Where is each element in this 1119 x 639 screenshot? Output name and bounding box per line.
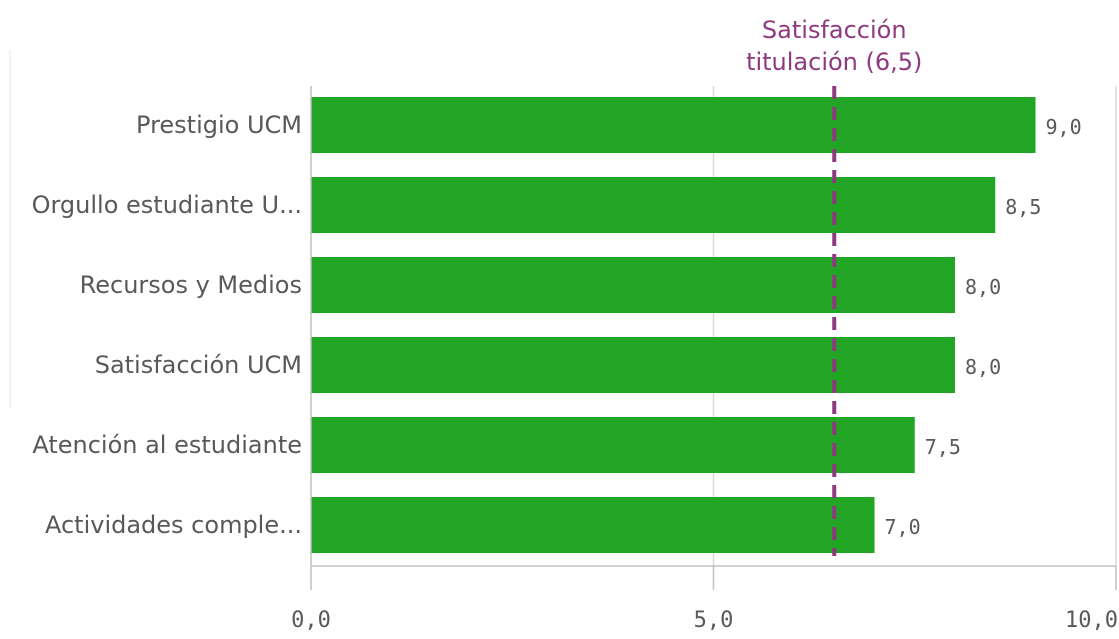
reference-line-group: Satisfacción titulación (6,5) <box>746 16 922 556</box>
value-label: 9,0 <box>1046 115 1082 139</box>
value-labels: 9,0 8,5 8,0 8,0 7,5 7,0 <box>885 115 1082 539</box>
category-label: Recursos y Medios <box>80 271 302 299</box>
value-label: 7,0 <box>885 515 921 539</box>
value-label: 7,5 <box>925 435 961 459</box>
x-axis: 0,0 5,0 10,0 <box>291 86 1118 633</box>
bar[interactable] <box>311 497 875 553</box>
category-label: Satisfacción UCM <box>95 351 302 379</box>
bar[interactable] <box>311 257 955 313</box>
value-label: 8,0 <box>965 355 1001 379</box>
bar[interactable] <box>311 177 996 233</box>
x-tick-label: 10,0 <box>1065 608 1118 633</box>
reference-line-label: Satisfacción <box>762 16 907 44</box>
category-label: Prestigio UCM <box>136 111 302 139</box>
category-label: Actividades comple... <box>45 511 302 539</box>
category-labels: Prestigio UCM Orgullo estudiante U... Recu… <box>32 111 302 539</box>
bar[interactable] <box>311 417 915 473</box>
x-tick-label: 5,0 <box>694 608 734 633</box>
bar[interactable] <box>311 337 955 393</box>
reference-line-label: titulación (6,5) <box>746 48 922 76</box>
value-label: 8,5 <box>1005 195 1041 219</box>
x-tick-label: 0,0 <box>291 608 331 633</box>
category-label: Atención al estudiante <box>32 431 302 459</box>
gridlines <box>712 86 1117 566</box>
category-label: Orgullo estudiante U... <box>32 191 302 219</box>
value-label: 8,0 <box>965 275 1001 299</box>
bars <box>311 97 1036 553</box>
bar[interactable] <box>311 97 1036 153</box>
